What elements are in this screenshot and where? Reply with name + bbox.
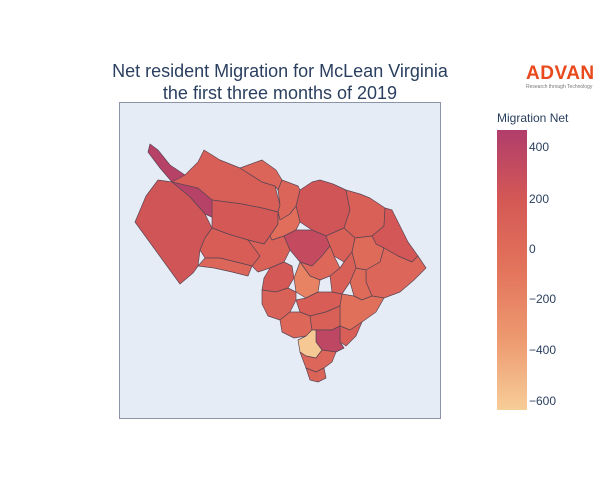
colorbar-tick: −600 <box>529 394 557 408</box>
colorbar <box>497 130 527 410</box>
region-south-tip[interactable] <box>305 367 327 383</box>
chart-title-line1: Net resident Migration for McLean Virgin… <box>112 61 448 81</box>
colorbar-tick: −400 <box>529 343 557 357</box>
chart-title-line2: the first three months of 2019 <box>162 83 398 103</box>
region-south-b[interactable] <box>293 261 321 299</box>
region-south-e[interactable] <box>261 287 297 321</box>
region-central-a[interactable] <box>247 235 291 273</box>
logo-tagline: Research through Technology <box>526 84 593 90</box>
colorbar-tick: 400 <box>529 140 550 154</box>
colorbar-tick: 0 <box>529 242 536 256</box>
colorbar-tick: 200 <box>529 192 550 206</box>
chart-title: Net resident Migration for McLean Virgin… <box>60 60 500 104</box>
colorbar-title: Migration Net <box>497 111 569 125</box>
logo-name: ADVAN <box>526 63 595 84</box>
region-north-east-a[interactable] <box>295 179 351 237</box>
advan-logo: ADVAN Research through Technology <box>526 64 596 91</box>
colorbar-tick: −200 <box>529 292 557 306</box>
region-south-g[interactable] <box>279 311 313 339</box>
